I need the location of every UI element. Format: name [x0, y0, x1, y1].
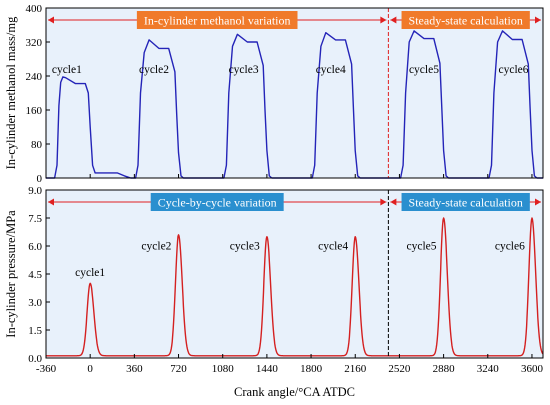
xtick-label-0: -360: [36, 363, 57, 375]
top-arrowhead-left-0: [48, 16, 54, 24]
top-cycle-label-3: cycle3: [229, 64, 259, 76]
top-ytick-label-5: 400: [26, 3, 43, 15]
bottom-region-label-1: Steady-state calculation: [409, 195, 523, 209]
top-region-label-box-1: [401, 11, 530, 29]
bottom-series-line: [45, 217, 544, 357]
top-cycle-label-5: cycle5: [409, 64, 439, 76]
top-cycle-label-2: cycle2: [139, 64, 169, 76]
xtick-label-5: 1440: [256, 363, 279, 375]
bottom-ytick-label-0: 0.0: [28, 353, 42, 365]
bottom-ytick-label-2: 3.0: [28, 297, 42, 309]
bottom-cycle-label-2: cycle2: [141, 241, 171, 253]
xtick-label-4: 1080: [212, 363, 235, 375]
xtick-label-10: 3240: [477, 363, 500, 375]
bottom-plot-area: [46, 190, 543, 358]
bottom-cycle-label-4: cycle4: [318, 241, 348, 253]
top-ytick-label-0: 0: [37, 173, 43, 185]
bottom-region-label-0: Cycle-by-cycle variation: [158, 195, 277, 209]
bottom-cycle-label-3: cycle3: [230, 241, 260, 253]
bottom-region-label-box-1: [401, 193, 530, 211]
bottom-ytick-label-6: 9.0: [28, 185, 42, 197]
xtick-label-8: 2520: [388, 363, 411, 375]
top-arrowhead-left-1: [390, 16, 397, 24]
xtick-label-6: 1800: [300, 363, 323, 375]
xtick-label-11: 3600: [521, 363, 544, 375]
xtick-label-3: 720: [170, 363, 187, 375]
bottom-ytick-label-3: 4.5: [28, 269, 42, 281]
bottom-y-axis-title: In-cylinder pressure/MPa: [4, 210, 18, 338]
bottom-ytick-label-4: 6.0: [28, 241, 42, 253]
top-cycle-label-6: cycle6: [499, 64, 529, 76]
top-cycle-label-1: cycle1: [52, 64, 82, 76]
bottom-cycle-label-5: cycle5: [407, 241, 437, 253]
bottom-arrowhead-left-1: [390, 198, 397, 206]
top-plot-frame: [45, 7, 544, 179]
bottom-arrowhead-right-0: [380, 198, 387, 206]
bottom-ytick-label-1: 1.5: [28, 325, 42, 337]
bottom-cycle-label-1: cycle1: [75, 267, 105, 279]
top-region-label-1: Steady-state calculation: [409, 13, 523, 27]
top-panel: In-cylinder methanol variation Steady-sta…: [26, 3, 544, 185]
top-plot-area: [46, 8, 543, 178]
bottom-region-label-box-0: [150, 193, 284, 211]
bottom-panel: Cycle-by-cycle variation Steady-state cal…: [28, 185, 544, 375]
top-arrowhead-right-0: [380, 16, 387, 24]
top-ytick-label-4: 320: [26, 37, 43, 49]
top-ytick-label-2: 160: [26, 105, 43, 117]
xtick-label-2: 360: [126, 363, 143, 375]
top-region-label-0: In-cylinder methanol variation: [144, 13, 291, 27]
xtick-label-9: 2880: [433, 363, 456, 375]
xtick-label-7: 2160: [344, 363, 367, 375]
top-cycle-label-4: cycle4: [316, 64, 346, 76]
x-axis-title: Crank angle/°CA ATDC: [234, 385, 355, 399]
top-region-label-box-0: [136, 11, 298, 29]
top-y-axis-title: In-cylinder methanol mass/mg: [4, 16, 18, 169]
bottom-arrowhead-left-0: [48, 198, 54, 206]
bottom-ytick-label-5: 7.5: [28, 213, 42, 225]
top-ytick-label-3: 240: [26, 71, 43, 83]
top-arrowhead-right-1: [535, 16, 541, 24]
bottom-arrowhead-right-1: [535, 198, 541, 206]
bottom-cycle-label-6: cycle6: [495, 241, 525, 253]
xtick-label-1: 0: [87, 363, 93, 375]
top-ytick-label-1: 80: [31, 139, 43, 151]
